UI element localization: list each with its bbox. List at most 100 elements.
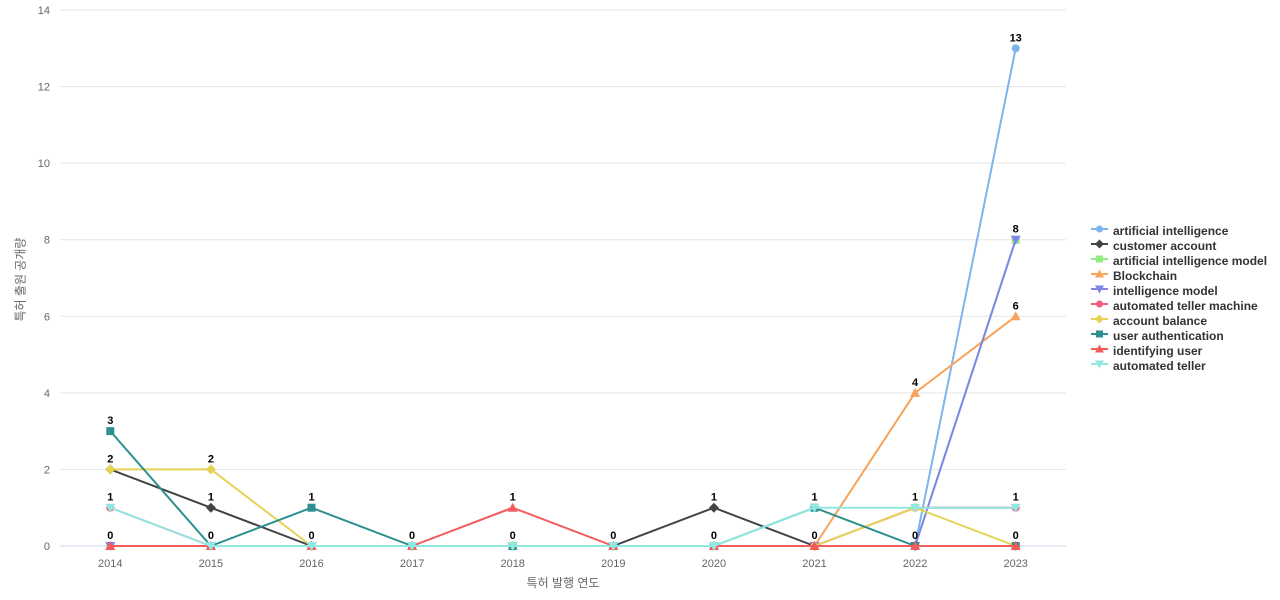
series-marker-account-balance	[105, 464, 116, 475]
legend-item-automated-teller[interactable]: automated teller	[1091, 358, 1267, 373]
triangle-legend-icon	[1091, 342, 1108, 360]
series-marker-automated-teller	[809, 503, 820, 513]
legend-item-label: artificial intelligence	[1113, 223, 1229, 238]
diamond-legend-icon	[1091, 312, 1108, 330]
x-tick-label: 2017	[400, 558, 424, 570]
legend-item-artificial-intelligence[interactable]: artificial intelligence	[1091, 223, 1267, 238]
y-tick-label: 6	[44, 311, 50, 323]
legend-item-intelligence-model[interactable]: intelligence model	[1091, 283, 1267, 298]
x-axis-title: 특허 발행 연도	[526, 576, 600, 590]
data-label: 1	[711, 492, 717, 504]
x-tick-label: 2015	[199, 558, 223, 570]
series-marker-automated-teller	[910, 503, 921, 513]
data-label: 4	[912, 377, 919, 389]
data-label: 8	[1013, 224, 1019, 236]
legend-item-label: automated teller machine	[1113, 298, 1258, 313]
series-marker-automated-teller	[507, 542, 518, 551]
series-marker-artificial-intelligence	[1011, 44, 1020, 53]
x-tick-label: 2016	[299, 558, 323, 570]
legend-item-artificial-intelligence-model[interactable]: artificial intelligence model	[1091, 253, 1267, 268]
series-marker-identifying-user	[105, 541, 116, 550]
x-tick-label: 2018	[500, 558, 524, 570]
series-marker-identifying-user	[1010, 541, 1021, 550]
series-marker-automated-teller	[306, 542, 317, 551]
series-marker-Blockchain	[910, 387, 921, 397]
data-label: 3	[107, 415, 113, 427]
series-marker-identifying-user	[809, 541, 820, 550]
y-axis-title: 특허 출원 공개량	[13, 237, 28, 322]
series-marker-account-balance	[205, 464, 216, 475]
data-label: 1	[912, 492, 918, 504]
triangle-down-legend-icon	[1091, 282, 1108, 300]
series-line-Blockchain	[109, 315, 1017, 547]
x-tick-label: 2022	[903, 558, 927, 570]
circle-legend-icon	[1091, 222, 1108, 240]
x-tick-label: 2020	[702, 558, 726, 570]
series-marker-user-authentication	[307, 503, 316, 512]
data-label: 1	[1013, 492, 1019, 504]
diamond-legend-icon	[1091, 237, 1108, 255]
y-tick-label: 14	[38, 5, 50, 17]
series-marker-automated-teller	[205, 542, 216, 551]
series-marker-automated-teller	[407, 542, 418, 551]
circle-legend-icon	[1091, 297, 1108, 315]
data-label: 0	[610, 530, 616, 542]
data-label: 0	[1013, 530, 1019, 542]
legend-item-automated-teller-machine[interactable]: automated teller machine	[1091, 298, 1267, 313]
x-tick-label: 2023	[1003, 558, 1027, 570]
data-label: 0	[208, 530, 214, 542]
series-marker-automated-teller	[708, 542, 719, 551]
data-label: 0	[107, 530, 113, 542]
square-legend-icon	[1091, 327, 1108, 345]
data-label: 0	[308, 530, 314, 542]
series-marker-customer-account	[708, 502, 719, 513]
data-label: 13	[1010, 32, 1022, 44]
legend-item-label: intelligence model	[1113, 283, 1218, 298]
data-label: 1	[308, 492, 314, 504]
data-label: 6	[1013, 300, 1019, 312]
data-label: 0	[811, 530, 817, 542]
series-marker-identifying-user	[507, 502, 518, 512]
series-marker-identifying-user	[910, 541, 921, 550]
series-line-user-authentication	[109, 430, 1017, 547]
legend-item-label: automated teller	[1113, 358, 1206, 373]
data-label: 1	[107, 492, 113, 504]
legend-item-label: artificial intelligence model	[1113, 253, 1268, 268]
triangle-legend-icon	[1091, 267, 1108, 285]
y-tick-label: 2	[44, 464, 50, 476]
legend-item-account-balance[interactable]: account balance	[1091, 313, 1267, 328]
data-label: 2	[208, 453, 214, 465]
legend-item-Blockchain[interactable]: Blockchain	[1091, 268, 1267, 283]
series-line-artificial-intelligence	[109, 47, 1017, 547]
legend-item-customer-account[interactable]: customer account	[1091, 238, 1267, 253]
data-label: 1	[811, 492, 817, 504]
series-marker-customer-account	[205, 502, 216, 513]
x-tick-label: 2014	[98, 558, 122, 570]
triangle-down-legend-icon	[1091, 357, 1108, 375]
data-label: 0	[510, 530, 516, 542]
series-line-identifying-user	[109, 506, 1017, 547]
data-label: 2	[107, 453, 113, 465]
data-label: 0	[409, 530, 415, 542]
legend-item-user-authentication[interactable]: user authentication	[1091, 328, 1267, 343]
y-tick-label: 10	[38, 158, 50, 170]
data-label: 1	[510, 492, 516, 504]
series-line-automated-teller	[109, 506, 1017, 547]
legend-item-label: account balance	[1113, 313, 1208, 328]
data-label: 1	[208, 492, 214, 504]
x-tick-label: 2019	[601, 558, 625, 570]
legend-item-label: Blockchain	[1113, 268, 1178, 283]
data-label: 0	[711, 530, 717, 542]
series-marker-intelligence-model	[1010, 235, 1021, 245]
legend-item-label: identifying user	[1113, 343, 1203, 358]
legend-item-label: customer account	[1113, 238, 1217, 253]
data-label: 0	[912, 530, 918, 542]
legend-item-identifying-user[interactable]: identifying user	[1091, 343, 1267, 358]
series-marker-Blockchain	[1010, 311, 1021, 321]
legend: artificial intelligence customer account a…	[1091, 223, 1267, 373]
series-marker-automated-teller	[1010, 503, 1021, 513]
y-tick-label: 8	[44, 235, 50, 247]
series-marker-user-authentication	[106, 427, 115, 436]
